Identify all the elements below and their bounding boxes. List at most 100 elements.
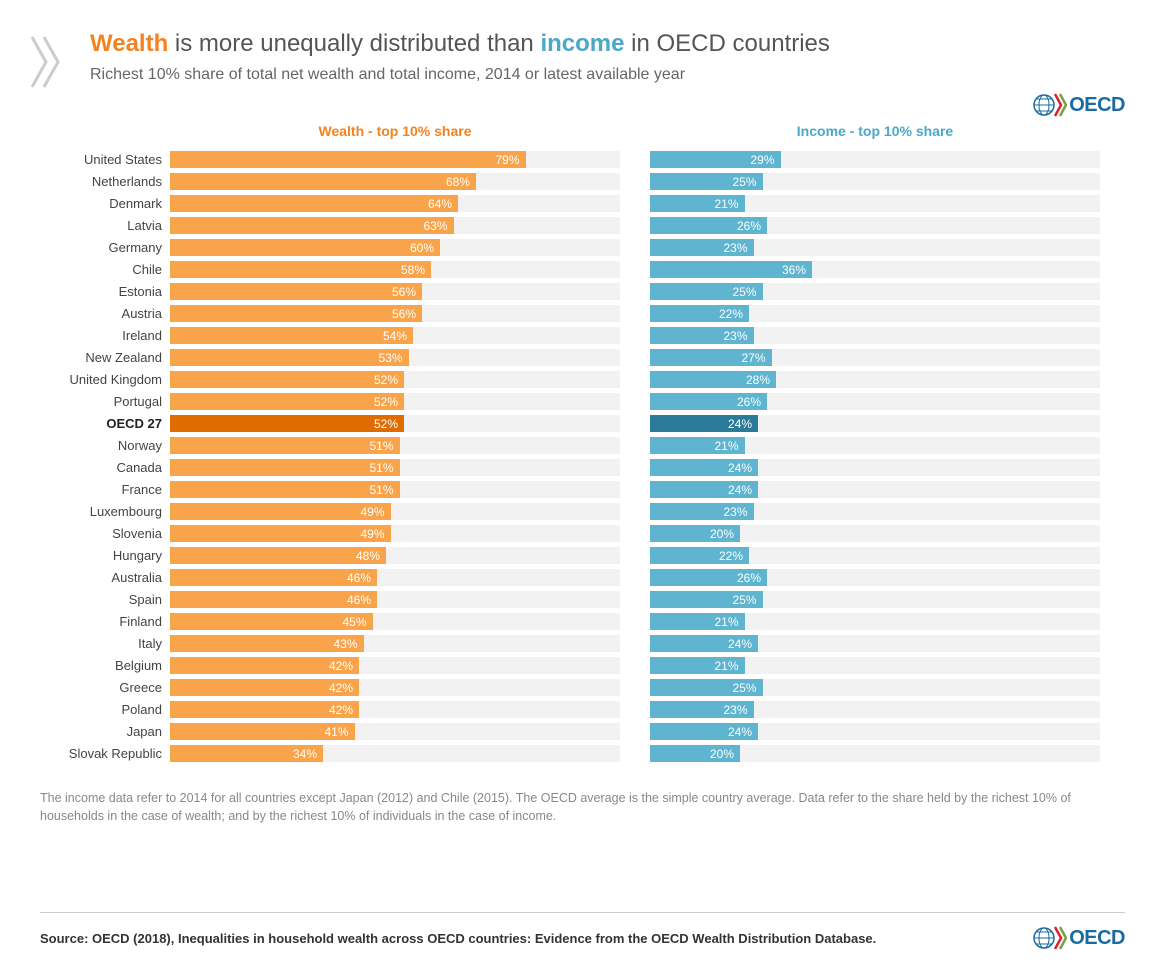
income-bar-fill: 22% [650, 547, 749, 564]
oecd-logo-text-top: OECD [1069, 94, 1125, 117]
income-bar-track: 23% [650, 325, 1100, 347]
income-bar-fill: 23% [650, 327, 754, 344]
income-bar-track: 26% [650, 215, 1100, 237]
wealth-bar-fill: 48% [170, 547, 386, 564]
income-bar-fill: 20% [650, 745, 740, 762]
country-label: United States [50, 149, 170, 171]
income-chart-column: Income - top 10% share 29%25%21%26%23%36… [650, 119, 1100, 765]
country-label: Austria [50, 303, 170, 325]
wealth-bar-fill: 49% [170, 525, 391, 542]
charts-container: United StatesNetherlandsDenmarkLatviaGer… [50, 119, 1125, 765]
country-label: United Kingdom [50, 369, 170, 391]
wealth-bar-fill: 52% [170, 393, 404, 410]
income-bar-fill: 23% [650, 239, 754, 256]
wealth-bar-fill: 56% [170, 283, 422, 300]
oecd-logo-text-bottom: OECD [1069, 927, 1125, 950]
country-label: Italy [50, 633, 170, 655]
income-bar-track: 26% [650, 567, 1100, 589]
title-middle: is more unequally distributed than [168, 30, 540, 57]
title-wealth-word: Wealth [90, 30, 168, 57]
wealth-bar-track: 42% [170, 699, 620, 721]
country-label: Denmark [50, 193, 170, 215]
country-label: Japan [50, 721, 170, 743]
country-label: Slovak Republic [50, 743, 170, 765]
income-bar-fill: 23% [650, 503, 754, 520]
income-bar-fill: 26% [650, 569, 767, 586]
income-bar-track: 29% [650, 149, 1100, 171]
income-bar-track: 24% [650, 479, 1100, 501]
wealth-bar-fill: 63% [170, 217, 454, 234]
title-income-word: income [540, 30, 624, 57]
wealth-bar-track: 60% [170, 237, 620, 259]
income-bar-track: 25% [650, 589, 1100, 611]
wealth-bar-fill: 34% [170, 745, 323, 762]
country-label: Portugal [50, 391, 170, 413]
wealth-bar-fill: 68% [170, 173, 476, 190]
country-label: New Zealand [50, 347, 170, 369]
country-label: Spain [50, 589, 170, 611]
income-bar-fill: 24% [650, 459, 758, 476]
wealth-bar-fill: 51% [170, 459, 400, 476]
income-bar-track: 24% [650, 721, 1100, 743]
income-bar-track: 21% [650, 655, 1100, 677]
wealth-bar-track: 42% [170, 677, 620, 699]
wealth-bar-track: 68% [170, 171, 620, 193]
income-bar-fill: 27% [650, 349, 772, 366]
wealth-bar-fill: 46% [170, 569, 377, 586]
income-bar-fill: 24% [650, 635, 758, 652]
header: Wealth is more unequally distributed tha… [40, 30, 1125, 84]
income-bar-track: 23% [650, 237, 1100, 259]
country-label: Finland [50, 611, 170, 633]
income-bar-fill: 24% [650, 481, 758, 498]
income-bar-track: 21% [650, 611, 1100, 633]
wealth-bar-track: 49% [170, 523, 620, 545]
country-label: Greece [50, 677, 170, 699]
wealth-bar-track: 51% [170, 457, 620, 479]
country-label: Luxembourg [50, 501, 170, 523]
country-label: Australia [50, 567, 170, 589]
wealth-bar-track: 58% [170, 259, 620, 281]
income-bar-fill: 23% [650, 701, 754, 718]
wealth-bar-track: 56% [170, 281, 620, 303]
country-label: OECD 27 [50, 413, 170, 435]
income-bar-fill: 21% [650, 195, 745, 212]
wealth-bar-fill: 60% [170, 239, 440, 256]
wealth-bar-track: 46% [170, 589, 620, 611]
income-bar-track: 22% [650, 545, 1100, 567]
income-bar-track: 25% [650, 677, 1100, 699]
income-bar-fill: 29% [650, 151, 781, 168]
country-label: Chile [50, 259, 170, 281]
income-bar-track: 28% [650, 369, 1100, 391]
wealth-bar-fill: 52% [170, 371, 404, 388]
income-bar-track: 26% [650, 391, 1100, 413]
chevron-decoration-icon [30, 35, 70, 95]
wealth-bar-fill: 64% [170, 195, 458, 212]
wealth-bar-track: 51% [170, 435, 620, 457]
title-suffix: in OECD countries [624, 30, 829, 57]
income-bar-fill: 21% [650, 437, 745, 454]
country-label: Poland [50, 699, 170, 721]
country-label: Belgium [50, 655, 170, 677]
wealth-bar-track: 41% [170, 721, 620, 743]
income-bar-fill: 36% [650, 261, 812, 278]
income-bar-fill: 21% [650, 657, 745, 674]
wealth-bar-fill: 42% [170, 701, 359, 718]
income-bar-fill: 28% [650, 371, 776, 388]
country-label: Canada [50, 457, 170, 479]
income-bar-track: 23% [650, 501, 1100, 523]
income-bar-fill: 25% [650, 679, 763, 696]
country-labels-column: United StatesNetherlandsDenmarkLatviaGer… [50, 119, 170, 765]
wealth-bar-fill: 51% [170, 437, 400, 454]
wealth-bar-track: 45% [170, 611, 620, 633]
income-bar-fill: 25% [650, 283, 763, 300]
country-label: Hungary [50, 545, 170, 567]
wealth-bar-fill: 43% [170, 635, 364, 652]
footer: Source: OECD (2018), Inequalities in hou… [40, 912, 1125, 953]
income-bar-track: 21% [650, 193, 1100, 215]
income-bar-fill: 25% [650, 591, 763, 608]
wealth-legend: Wealth - top 10% share [170, 119, 620, 143]
wealth-bar-fill: 42% [170, 679, 359, 696]
income-bar-fill: 24% [650, 723, 758, 740]
wealth-bar-track: 52% [170, 413, 620, 435]
wealth-bar-fill: 56% [170, 305, 422, 322]
